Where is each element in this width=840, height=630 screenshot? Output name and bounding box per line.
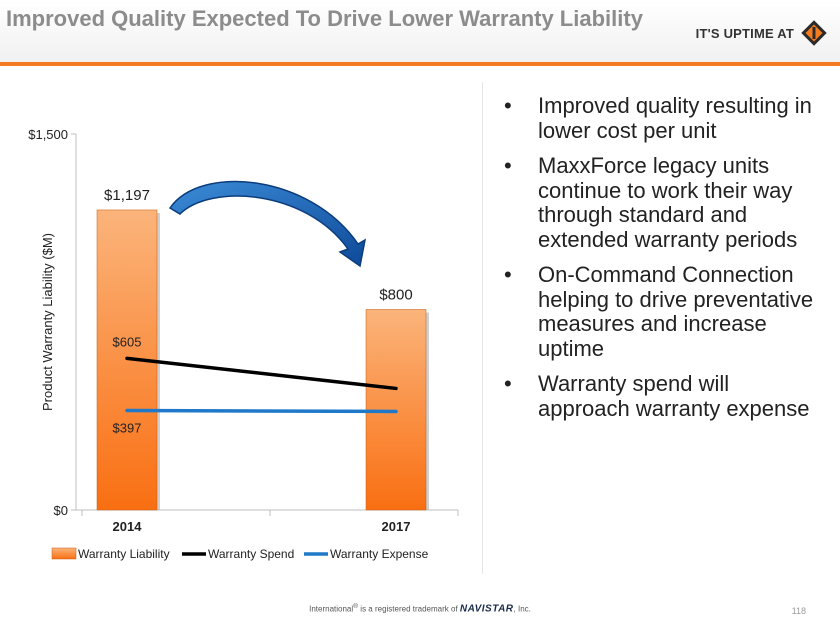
legend-label: Warranty Expense (330, 547, 429, 561)
footer-prefix: International (309, 604, 354, 614)
bullet-item: • Improved quality resulting in lower cos… (504, 93, 824, 143)
x-tick-label: 2017 (382, 519, 411, 534)
bullet-text: MaxxForce legacy units continue to work … (538, 153, 798, 252)
y-axis-label: Product Warranty Liability ($M) (40, 233, 55, 411)
bullet-dot: • (504, 153, 512, 178)
curved-arrow-icon (168, 180, 367, 268)
footer-trademark-note: International® is a registered trademark… (0, 603, 840, 615)
slide-header: Improved Quality Expected To Drive Lower… (0, 0, 840, 62)
bullet-list: • Improved quality resulting in lower cos… (504, 93, 824, 432)
legend-swatch-warranty-liability (51, 547, 77, 560)
line-value-label: $397 (113, 420, 142, 435)
y-tick-label: $0 (54, 503, 68, 518)
legend-label: Warranty Liability (78, 547, 170, 561)
legend-label: Warranty Spend (208, 547, 294, 561)
page-number: 118 (791, 606, 806, 616)
y-tick-label: $1,500 (28, 127, 68, 142)
bar-value-label: $800 (379, 286, 412, 303)
footer-suffix: , Inc. (513, 604, 531, 614)
bullet-text: On-Command Connection helping to drive p… (538, 262, 814, 361)
bullet-text: Improved quality resulting in lower cost… (538, 93, 812, 143)
line-warranty-spend (125, 356, 398, 391)
bullet-dot: • (504, 262, 512, 287)
column-divider (482, 82, 483, 574)
warranty-liability-chart: $0 $1,500 2014 2017 Product Warranty Liabili… (28, 127, 459, 561)
bar-value-label: $1,197 (104, 187, 150, 204)
bullet-item: • On-Command Connection helping to drive … (504, 262, 824, 361)
slide-title: Improved Quality Expected To Drive Lower… (6, 6, 643, 31)
bullet-dot: • (504, 93, 512, 118)
brand-tagline: IT'S UPTIME AT (695, 25, 794, 41)
international-diamond-logo-icon (801, 20, 827, 46)
x-tick-label: 2014 (113, 519, 143, 534)
bullet-dot: • (504, 371, 512, 396)
header-accent-rule (0, 62, 840, 66)
line-warranty-expense (125, 408, 398, 414)
line-value-label: $605 (113, 334, 142, 349)
bullet-item: • MaxxForce legacy units continue to work… (504, 153, 824, 252)
brand-lockup: IT'S UPTIME AT (696, 19, 828, 47)
bullet-item: • Warranty spend will approach warranty e… (504, 371, 824, 421)
footer-middle: is a registered trademark of (358, 604, 460, 614)
bullet-text: Warranty spend will approach warranty ex… (538, 371, 810, 421)
footer-registered-mark: ® (353, 603, 359, 610)
navistar-wordmark: NAVISTAR (459, 603, 514, 615)
